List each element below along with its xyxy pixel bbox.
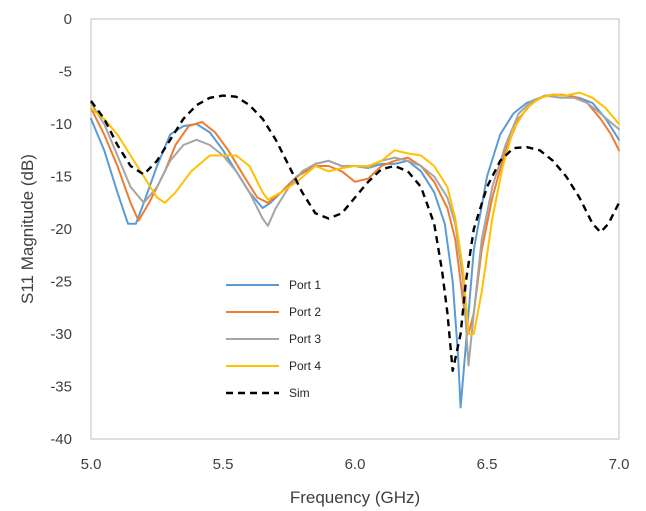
y-tick-label: -40 xyxy=(50,431,72,448)
y-tick-label: -35 xyxy=(50,379,72,396)
legend-label-port-1: Port 1 xyxy=(289,278,321,292)
x-tick-label: 6.0 xyxy=(345,456,366,473)
x-tick-label: 5.0 xyxy=(81,456,102,473)
y-tick-label: -10 xyxy=(50,116,72,133)
x-axis-ticks: 5.0 5.5 6.0 6.5 7.0 xyxy=(81,456,630,473)
legend-label-sim: Sim xyxy=(289,386,310,400)
y-tick-label: -15 xyxy=(50,169,72,186)
series-line-port-4 xyxy=(90,91,620,335)
series-layer xyxy=(90,91,621,409)
series-line-port-3 xyxy=(90,94,620,367)
plot-area-frame xyxy=(90,18,620,440)
legend-label-port-4: Port 4 xyxy=(289,359,321,373)
x-tick-label: 6.5 xyxy=(477,456,498,473)
y-tick-label: -25 xyxy=(50,274,72,291)
x-tick-label: 5.5 xyxy=(213,456,234,473)
y-tick-label: -30 xyxy=(50,326,72,343)
x-axis-title: Frequency (GHz) xyxy=(290,488,420,507)
y-axis-ticks: 0 -5 -10 -15 -20 -25 -30 -35 -40 xyxy=(50,11,72,448)
y-axis-title: S11 Magnitude (dB) xyxy=(18,154,37,304)
legend-label-port-3: Port 3 xyxy=(289,332,321,346)
y-tick-label: 0 xyxy=(64,11,72,28)
x-tick-label: 7.0 xyxy=(609,456,630,473)
legend: Port 1 Port 2 Port 3 Port 4 Sim xyxy=(226,278,321,400)
y-tick-label: -5 xyxy=(59,64,72,81)
legend-label-port-2: Port 2 xyxy=(289,305,321,319)
y-tick-label: -20 xyxy=(50,221,72,238)
